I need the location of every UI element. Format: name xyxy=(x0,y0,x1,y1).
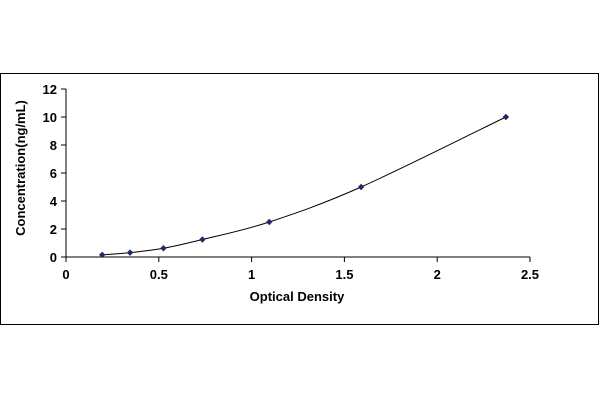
y-tick-label: 2 xyxy=(50,222,57,237)
x-tick-label: 0.5 xyxy=(150,267,168,282)
x-tick-label: 1 xyxy=(248,267,255,282)
chart-frame xyxy=(0,73,599,325)
x-axis-ticks: 0 0.5 1 1.5 2 2.5 xyxy=(62,257,539,282)
x-axis-title: Optical Density xyxy=(250,289,345,304)
data-point xyxy=(502,113,510,121)
x-tick-label: 2 xyxy=(434,267,441,282)
y-axis-ticks: 0 2 4 6 8 10 12 xyxy=(43,82,66,265)
data-point xyxy=(126,249,134,256)
y-tick-label: 12 xyxy=(43,82,57,97)
y-tick-label: 10 xyxy=(43,110,57,125)
y-tick-label: 6 xyxy=(50,166,57,181)
x-tick-label: 1.5 xyxy=(335,267,353,282)
data-point xyxy=(357,183,365,191)
data-points xyxy=(98,113,510,259)
data-point xyxy=(98,251,106,259)
data-point xyxy=(160,245,167,252)
data-point xyxy=(199,236,206,243)
x-tick-label: 2.5 xyxy=(521,267,539,282)
y-axis-title: Concentration(ng/mL) xyxy=(13,100,28,236)
x-tick-label: 0 xyxy=(62,267,69,282)
y-tick-label: 0 xyxy=(50,250,57,265)
fitted-curve xyxy=(102,116,507,256)
y-tick-label: 4 xyxy=(50,194,58,209)
data-point xyxy=(266,218,273,226)
y-tick-label: 8 xyxy=(50,138,57,153)
